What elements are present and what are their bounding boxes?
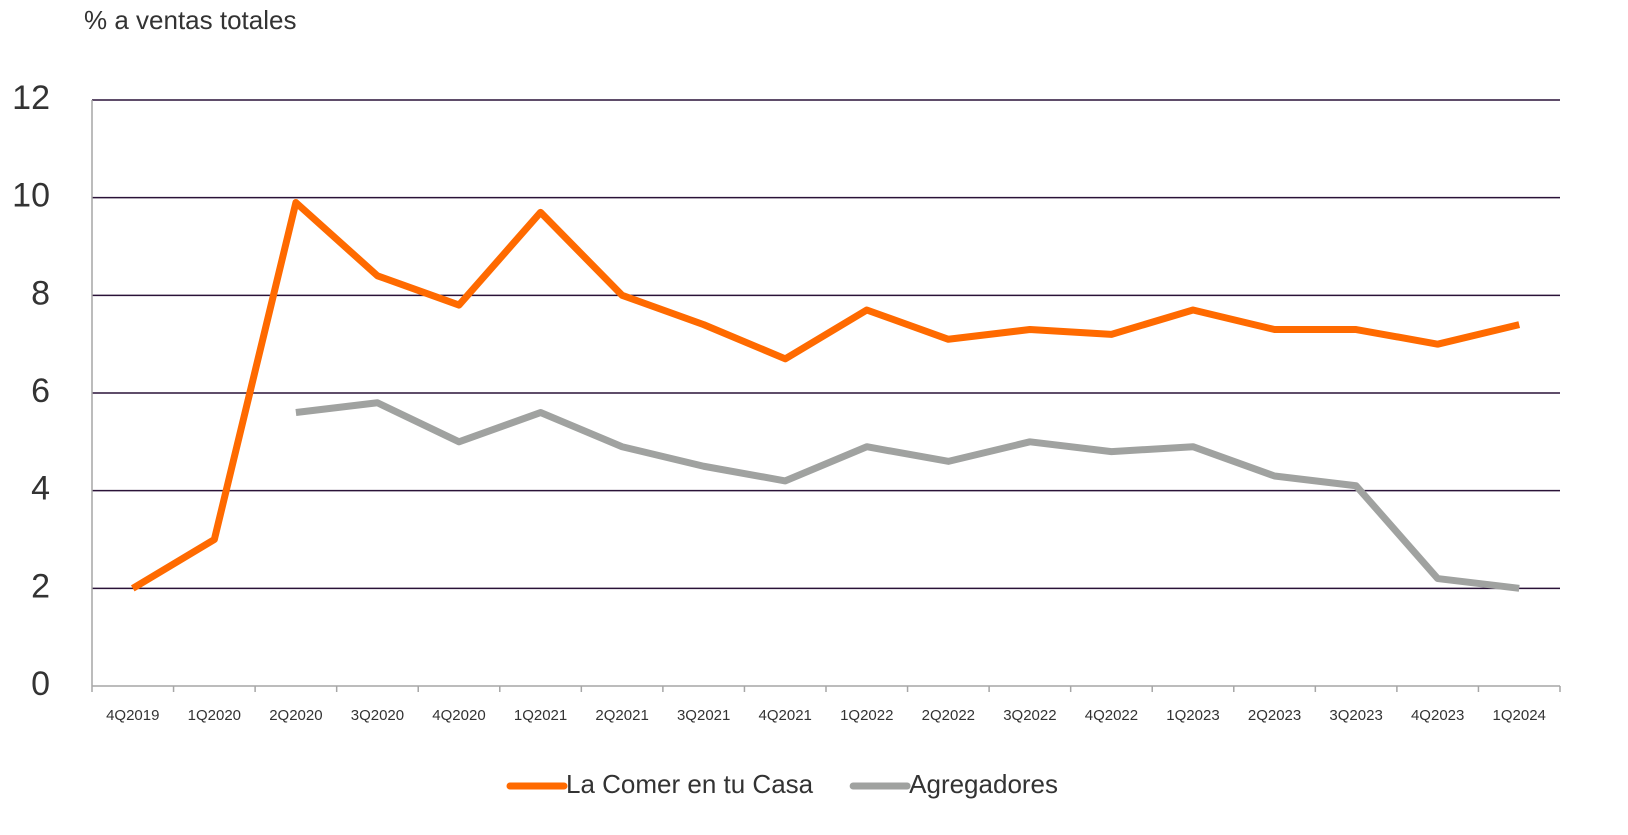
y-tick-label: 0 xyxy=(31,665,50,703)
y-tick-label: 4 xyxy=(31,470,50,508)
x-tick-label: 3Q2020 xyxy=(351,707,404,724)
x-tick-label: 3Q2021 xyxy=(677,707,730,724)
y-tick-label: 12 xyxy=(12,79,50,117)
y-tick-label: 2 xyxy=(31,567,50,605)
y-tick-label: 8 xyxy=(31,274,50,312)
legend-label: Agregadores xyxy=(909,769,1058,799)
y-tick-label: 6 xyxy=(31,372,50,410)
x-tick-label: 1Q2024 xyxy=(1493,707,1546,724)
x-tick-label: 4Q2020 xyxy=(432,707,485,724)
x-tick-label: 2Q2022 xyxy=(922,707,975,724)
x-tick-label: 3Q2023 xyxy=(1329,707,1382,724)
x-tick-label: 4Q2019 xyxy=(106,707,159,724)
x-tick-label: 1Q2021 xyxy=(514,707,567,724)
y-axis-label: % a ventas totales xyxy=(84,5,296,35)
x-tick-label: 2Q2020 xyxy=(269,707,322,724)
x-tick-label: 2Q2023 xyxy=(1248,707,1301,724)
x-tick-label: 4Q2021 xyxy=(759,707,812,724)
x-tick-label: 4Q2023 xyxy=(1411,707,1464,724)
x-tick-label: 3Q2022 xyxy=(1003,707,1056,724)
x-tick-label: 4Q2022 xyxy=(1085,707,1138,724)
data-line xyxy=(130,199,1521,592)
y-tick-label: 10 xyxy=(12,177,50,215)
x-tick-label: 1Q2022 xyxy=(840,707,893,724)
x-tick-label: 1Q2023 xyxy=(1166,707,1219,724)
legend-label: La Comer en tu Casa xyxy=(566,769,814,799)
data-line xyxy=(295,399,1520,592)
x-tick-label: 2Q2021 xyxy=(595,707,648,724)
x-tick-label: 1Q2020 xyxy=(188,707,241,724)
